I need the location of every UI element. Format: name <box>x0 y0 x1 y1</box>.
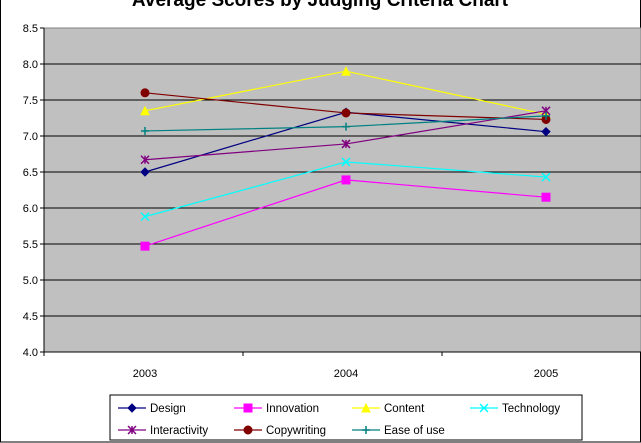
legend-item-interactivity: Interactivity <box>118 425 208 437</box>
legend-marker <box>127 425 137 435</box>
legend-item-copywriting: Copywriting <box>234 425 326 437</box>
series-ease-of-use <box>141 111 550 135</box>
y-tick-label: 8.5 <box>23 23 38 35</box>
data-point-ease-of-use <box>342 122 350 131</box>
data-point-innovation <box>541 192 551 202</box>
plot-area <box>43 27 641 353</box>
y-tick-label: 4.5 <box>23 311 38 323</box>
legend-label: Interactivity <box>150 425 208 437</box>
data-point-content <box>341 66 351 76</box>
y-tick-label: 6.5 <box>23 167 38 179</box>
y-tick-label: 7.0 <box>23 131 38 143</box>
legend-item-ease-of-use: Ease of use <box>352 425 445 437</box>
legend-marker <box>362 426 370 434</box>
series-copywriting <box>140 88 551 124</box>
legend-marker <box>361 402 371 413</box>
x-tick-label: 2005 <box>534 368 558 380</box>
x-axis: 2003 2004 2005 <box>43 351 641 380</box>
legend-marker <box>479 403 489 413</box>
data-point-copywriting <box>341 108 351 118</box>
x-tick-label: 2004 <box>334 368 358 380</box>
y-axis: 4.0 4.5 5.0 5.5 6.0 6.5 7.0 7.5 8.0 8.5 <box>23 23 45 359</box>
legend-item-content: Content <box>352 402 425 415</box>
legend-item-innovation: Innovation <box>234 403 319 415</box>
series-group <box>140 66 551 251</box>
data-point-ease-of-use <box>542 111 550 120</box>
data-point-technology <box>341 157 351 167</box>
legend-label: Copywriting <box>266 425 326 437</box>
y-tick-label: 8.0 <box>23 59 38 71</box>
y-tick-label: 6.0 <box>23 203 38 215</box>
legend-label: Ease of use <box>384 425 445 437</box>
legend-marker <box>243 403 253 413</box>
x-tick-label: 2003 <box>133 368 157 380</box>
data-point-technology <box>541 172 551 182</box>
legend-label: Technology <box>502 403 560 415</box>
series-innovation <box>140 175 551 251</box>
legend: Design Innovation Content Technology Interac… <box>109 394 583 441</box>
y-tick-label: 7.5 <box>23 95 38 107</box>
data-point-innovation <box>140 241 150 251</box>
legend-item-technology: Technology <box>470 403 560 415</box>
data-point-design <box>541 126 551 137</box>
data-point-content <box>140 105 150 116</box>
data-point-design <box>140 167 150 177</box>
legend-label: Content <box>384 403 425 415</box>
series-interactivity <box>140 106 551 165</box>
y-tick-label: 4.0 <box>23 347 38 359</box>
data-point-ease-of-use <box>141 126 149 135</box>
data-point-copywriting <box>140 88 150 98</box>
y-tick-label: 5.0 <box>23 275 38 287</box>
legend-label: Innovation <box>266 403 319 415</box>
data-point-interactivity <box>341 139 351 149</box>
data-point-innovation <box>341 175 351 185</box>
legend-label: Design <box>150 403 186 415</box>
data-point-interactivity <box>140 155 150 165</box>
y-tick-label: 5.5 <box>23 239 38 251</box>
legend-box <box>109 394 583 441</box>
legend-marker <box>243 425 253 435</box>
data-point-technology <box>140 212 150 222</box>
series-technology <box>140 157 551 222</box>
legend-item-design: Design <box>118 403 186 415</box>
legend-marker <box>127 403 137 413</box>
chart-title: Average Scores by Judging Criteria Chart <box>132 0 509 11</box>
